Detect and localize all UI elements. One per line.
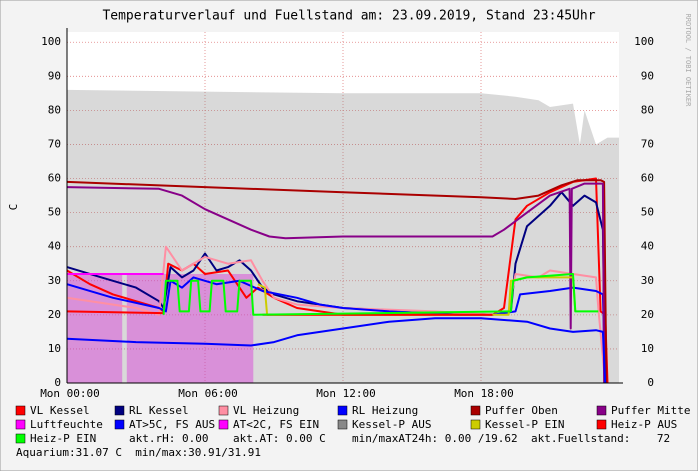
area-series: [67, 274, 254, 383]
line-series: [66, 276, 607, 384]
y-tick-label: 40: [48, 240, 61, 253]
line-series: [66, 317, 607, 384]
legend-swatch: [596, 419, 607, 430]
y-tick-label-right: 70: [641, 137, 654, 150]
legend-swatch: [114, 419, 125, 430]
y-tick-label: 0: [54, 376, 61, 389]
y-tick-label: 80: [48, 103, 61, 116]
y-tick-label-right: 30: [641, 274, 654, 287]
plot-area: [67, 32, 619, 383]
line-series: [257, 276, 577, 316]
line-series: [66, 245, 607, 384]
legend-swatch: [15, 405, 26, 416]
y-tick-label-right: 80: [641, 103, 654, 116]
line-series: [66, 182, 606, 384]
line-series: [66, 191, 607, 384]
legend-label: AT>5C, FS AUS: [129, 418, 215, 431]
x-tick-label: Mon 12:00: [316, 387, 376, 400]
y-tick-label-right: 100: [634, 35, 654, 48]
legend-label: Puffer Oben: [485, 404, 558, 417]
footer-text: akt.rH: 0.00: [129, 432, 208, 445]
y-tick-label: 10: [48, 342, 61, 355]
legend-swatch: [15, 419, 26, 430]
y-tick-label: 30: [48, 274, 61, 287]
chart-title: Temperaturverlauf und Fuellstand am: 23.…: [102, 9, 595, 24]
legend-label: RL Kessel: [129, 404, 189, 417]
y-axis-label: C: [7, 204, 20, 211]
legend-label: Kessel-P EIN: [485, 418, 564, 431]
y-tick-label-right: 90: [641, 69, 654, 82]
line-series: [66, 179, 608, 384]
legend-label: RL Heizung: [352, 404, 418, 417]
x-tick-label: Mon 18:00: [454, 387, 514, 400]
legend-label: VL Kessel: [30, 404, 90, 417]
legend-swatch: [470, 419, 481, 430]
y-tick-label-right: 20: [641, 308, 654, 321]
y-tick-label-right: 50: [641, 206, 654, 219]
legend-swatch: [15, 433, 26, 444]
y-tick-label-right: 60: [641, 172, 654, 185]
legend-swatch: [218, 419, 229, 430]
y-tick-label: 90: [48, 69, 61, 82]
legend-label: AT<2C, FS EIN: [233, 418, 319, 431]
footer-text: akt.Fuellstand: 72: [531, 432, 670, 445]
y-tick-label: 70: [48, 137, 61, 150]
watermark: RRDTOOL / TOBI OETIKER: [684, 14, 692, 108]
footer-text: min/maxAT24h: 0.00 /19.62: [352, 432, 518, 445]
x-tick-label: Mon 00:00: [40, 387, 100, 400]
y-tick-label-right: 10: [641, 342, 654, 355]
footer-text: Aquarium:31.07 C min/max:30.91/31.91: [16, 446, 261, 459]
legend-swatch: [114, 405, 125, 416]
y-tick-label: 100: [41, 35, 61, 48]
line-series: [162, 273, 599, 316]
legend-label: Puffer Mitte: [611, 404, 690, 417]
legend-swatch: [596, 405, 607, 416]
legend-label: VL Heizung: [233, 404, 299, 417]
legend-swatch: [337, 405, 348, 416]
y-tick-label: 50: [48, 206, 61, 219]
legend-label: Heiz-P AUS: [611, 418, 677, 431]
legend-swatch: [337, 419, 348, 430]
y-tick-label-right: 40: [641, 240, 654, 253]
legend-swatch: [218, 405, 229, 416]
legend-label: Heiz-P EIN: [30, 432, 96, 445]
legend-swatch: [470, 405, 481, 416]
y-tick-label: 60: [48, 172, 61, 185]
y-tick-label-right: 0: [647, 376, 654, 389]
legend-label: Luftfeuchte: [30, 418, 103, 431]
x-tick-label: Mon 06:00: [178, 387, 238, 400]
y-tick-label: 20: [48, 308, 61, 321]
footer-text: akt.AT: 0.00 C: [233, 432, 326, 445]
legend-label: Kessel-P AUS: [352, 418, 431, 431]
